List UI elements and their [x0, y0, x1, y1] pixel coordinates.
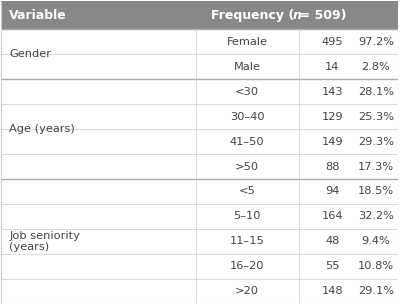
- Text: 129: 129: [322, 112, 343, 122]
- Bar: [1, 79, 398, 104]
- Text: = 509): = 509): [296, 9, 346, 22]
- Text: 149: 149: [322, 137, 343, 147]
- Bar: [1, 204, 398, 229]
- Bar: [1, 154, 398, 179]
- Text: 17.3%: 17.3%: [358, 162, 394, 171]
- Text: 143: 143: [322, 87, 343, 97]
- Text: >50: >50: [235, 162, 259, 171]
- Text: Gender: Gender: [9, 49, 51, 59]
- Bar: [1, 279, 398, 303]
- Text: 14: 14: [325, 62, 340, 72]
- Text: 29.3%: 29.3%: [358, 137, 394, 147]
- Text: 18.5%: 18.5%: [358, 186, 394, 196]
- Text: 32.2%: 32.2%: [358, 211, 394, 221]
- Text: Variable: Variable: [9, 9, 67, 22]
- Bar: [1, 254, 398, 279]
- Text: 30–40: 30–40: [230, 112, 264, 122]
- Text: 29.1%: 29.1%: [358, 286, 394, 296]
- Text: Frequency (: Frequency (: [211, 9, 296, 22]
- Text: 9.4%: 9.4%: [362, 236, 390, 246]
- Bar: [1, 30, 398, 54]
- Text: 28.1%: 28.1%: [358, 87, 394, 97]
- Text: 41–50: 41–50: [230, 137, 264, 147]
- Text: 5–10: 5–10: [233, 211, 261, 221]
- Text: 94: 94: [325, 186, 340, 196]
- Text: 2.8%: 2.8%: [362, 62, 390, 72]
- Text: 88: 88: [325, 162, 340, 171]
- Text: 16–20: 16–20: [230, 261, 264, 271]
- Text: 97.2%: 97.2%: [358, 37, 394, 47]
- Text: >20: >20: [235, 286, 259, 296]
- Text: 48: 48: [325, 236, 340, 246]
- Bar: [1, 229, 398, 254]
- Text: Job seniority
(years): Job seniority (years): [9, 231, 80, 252]
- Text: 164: 164: [322, 211, 343, 221]
- Bar: [1, 54, 398, 79]
- Bar: [1, 179, 398, 204]
- Text: 25.3%: 25.3%: [358, 112, 394, 122]
- Text: <5: <5: [239, 186, 256, 196]
- Text: n: n: [292, 9, 301, 22]
- Text: 148: 148: [322, 286, 343, 296]
- Bar: [1, 104, 398, 129]
- Bar: [1, 129, 398, 154]
- Text: 10.8%: 10.8%: [358, 261, 394, 271]
- Text: Age (years): Age (years): [9, 124, 75, 134]
- Text: 55: 55: [325, 261, 340, 271]
- Text: Male: Male: [234, 62, 260, 72]
- Text: 495: 495: [322, 37, 343, 47]
- Text: 11–15: 11–15: [230, 236, 264, 246]
- Text: <30: <30: [235, 87, 259, 97]
- Bar: [1, 2, 398, 30]
- Text: Female: Female: [226, 37, 268, 47]
